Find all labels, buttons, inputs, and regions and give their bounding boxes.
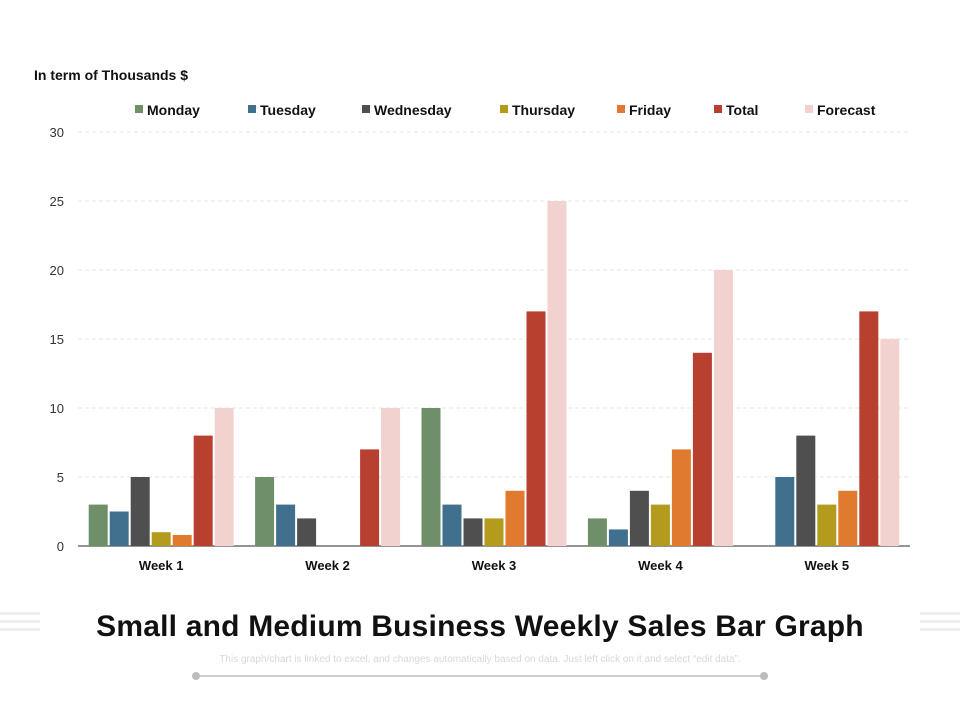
bar-chart: 0 5 10 15 20 25 30 Week 1 Week 2 Week 3 Week 4 Week…	[50, 102, 910, 573]
y-tick-label: 15	[50, 332, 64, 347]
legend-swatch	[248, 105, 256, 113]
slide-subtitle: This graph/chart is linked to excel, and…	[219, 654, 741, 665]
slide-title: Small and Medium Business Weekly Sales B…	[96, 610, 864, 643]
legend-swatch	[714, 105, 722, 113]
legend-label: Friday	[629, 102, 671, 118]
legend-swatch	[617, 105, 625, 113]
bar-wednesday	[796, 435, 816, 546]
bar-forecast	[880, 339, 900, 546]
bar-monday	[587, 518, 607, 546]
bar-monday	[421, 408, 441, 546]
legend-label: Monday	[147, 102, 200, 118]
bar-thursday	[484, 518, 504, 546]
bar-total	[692, 352, 712, 546]
bar-friday	[838, 490, 858, 546]
bar-tuesday	[775, 477, 795, 546]
bar-wednesday	[463, 518, 483, 546]
slider-dot-left	[192, 672, 200, 680]
x-tick-label: Week 4	[638, 558, 683, 573]
decorative-slider	[192, 672, 768, 680]
bar-wednesday	[629, 490, 649, 546]
unit-label: In term of Thousands $	[34, 67, 189, 83]
y-tick-label: 30	[50, 125, 64, 140]
bar-friday	[671, 449, 691, 546]
bar-friday	[505, 490, 525, 546]
legend-swatch	[135, 105, 143, 113]
legend-swatch	[805, 105, 813, 113]
bar-tuesday	[442, 504, 462, 546]
legend-label: Forecast	[817, 102, 876, 118]
legend-label: Total	[726, 102, 758, 118]
bar-wednesday	[130, 477, 150, 546]
x-tick-label: Week 3	[472, 558, 517, 573]
bar-forecast	[381, 408, 401, 546]
bar-forecast	[214, 408, 234, 546]
bar-tuesday	[109, 511, 129, 546]
y-tick-label: 0	[57, 539, 64, 554]
bar-thursday	[151, 532, 171, 546]
bar-total	[526, 311, 546, 546]
legend-label: Tuesday	[260, 102, 316, 118]
bar-thursday	[650, 504, 670, 546]
y-tick-label: 5	[57, 470, 64, 485]
bar-monday	[255, 477, 275, 546]
bar-monday	[88, 504, 108, 546]
bar-tuesday	[276, 504, 296, 546]
legend-swatch	[500, 105, 508, 113]
slider-dot-right	[760, 672, 768, 680]
x-tick-label: Week 1	[139, 558, 184, 573]
bar-total	[360, 449, 380, 546]
decorative-lines-left	[0, 612, 40, 642]
legend-swatch	[362, 105, 370, 113]
bar-wednesday	[297, 518, 317, 546]
y-tick-label: 10	[50, 401, 64, 416]
bar-tuesday	[608, 529, 628, 546]
bar-forecast	[547, 201, 567, 546]
y-tick-label: 20	[50, 263, 64, 278]
legend-label: Wednesday	[374, 102, 452, 118]
bar-forecast	[713, 270, 733, 546]
decorative-lines-right	[920, 612, 960, 642]
legend-label: Thursday	[512, 102, 575, 118]
y-tick-label: 25	[50, 194, 64, 209]
bar-total	[859, 311, 879, 546]
x-tick-label: Week 5	[805, 558, 850, 573]
x-tick-label: Week 2	[305, 558, 350, 573]
bar-thursday	[817, 504, 837, 546]
bar-total	[193, 435, 213, 546]
bar-friday	[172, 534, 192, 546]
